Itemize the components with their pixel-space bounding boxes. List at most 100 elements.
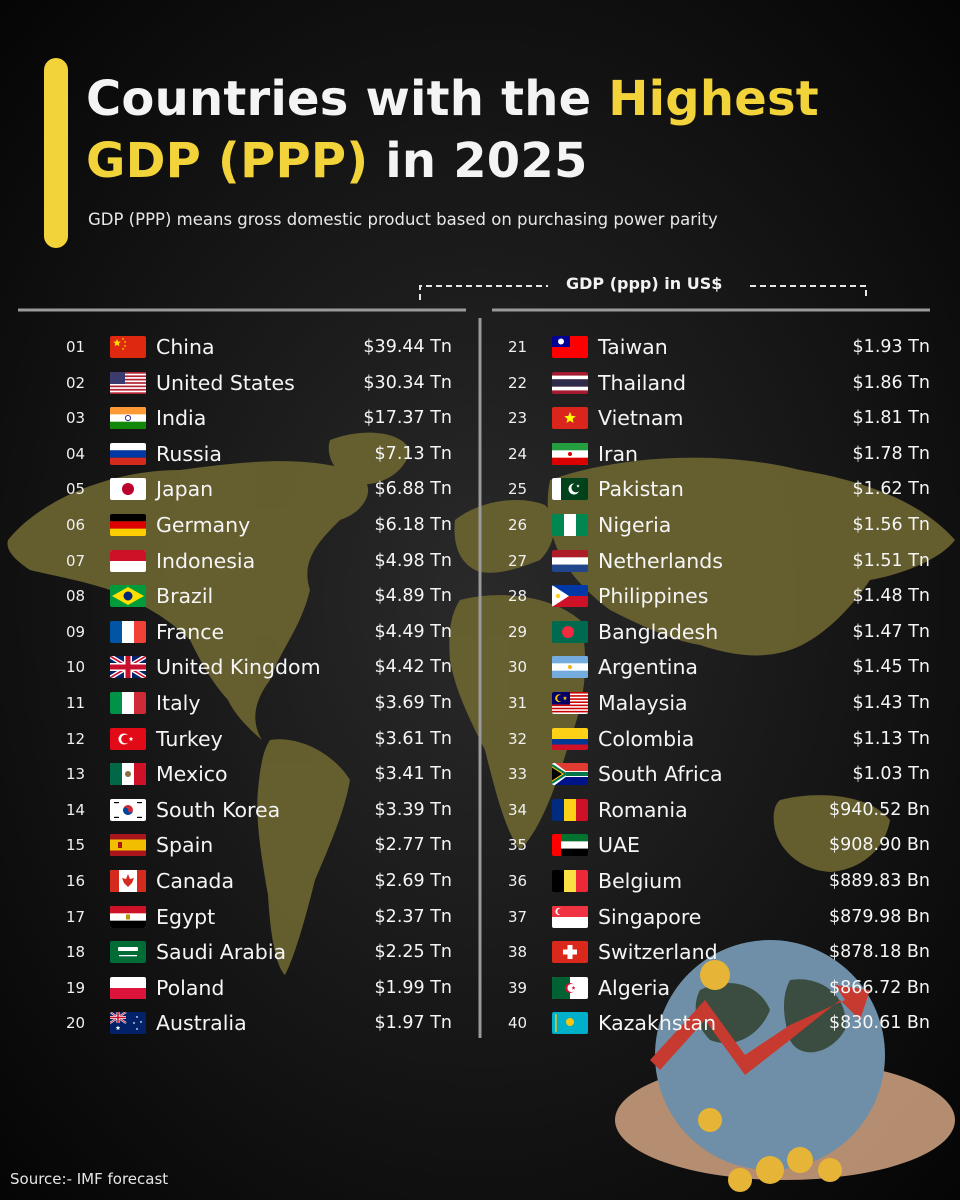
table-row: 08 Brazil $4.89 Tn [66,583,466,609]
gdp-value: $3.39 Tn [374,799,452,820]
south-america-shape [257,739,350,975]
table-row: 31 Malaysia $1.43 Tn [508,690,938,716]
flag-au-icon [110,1012,146,1035]
title-highlight-2: GDP (PPP) [86,133,369,189]
rank-number: 10 [66,658,86,677]
rank-number: 02 [66,373,86,392]
rank-number: 08 [66,587,86,606]
country-name: United Kingdom [156,655,321,680]
flag-us-icon [110,371,146,394]
rank-number: 23 [508,409,528,428]
flag-it-icon [110,692,146,714]
flag-sg-icon [552,905,588,928]
table-row: 05 Japan $6.88 Tn [66,476,466,502]
country-name: Brazil [156,584,214,609]
gdp-value: $6.18 Tn [374,515,452,535]
table-row: 20 Australia $1.97 Tn [66,1010,466,1036]
country-name: Belgium [598,869,683,893]
country-name: Philippines [598,584,709,609]
country-name: Spain [156,833,214,858]
gdp-value: $4.89 Tn [374,586,452,607]
rank-number: 01 [66,338,86,356]
flag-kz-icon [552,1012,588,1035]
gdp-value: $1.51 Tn [852,550,930,571]
table-row: 15 Spain $2.77 Tn [66,832,466,858]
country-name: Netherlands [598,548,723,573]
rank-number: 16 [66,872,86,890]
flag-pl-icon [110,976,146,999]
rank-number: 40 [508,1014,528,1033]
asia-shape [547,457,955,656]
rank-number: 31 [508,694,528,712]
flag-de-icon [110,514,146,536]
table-row: 06 Germany $6.18 Tn [66,512,466,538]
source-note: Source:- IMF forecast [10,1170,169,1188]
flag-mx-icon [110,763,146,786]
country-name: Singapore [598,904,702,929]
country-name: Japan [156,477,214,502]
gdp-value: $1.86 Tn [852,372,930,393]
flag-bd-icon [552,620,588,643]
world-map [7,432,955,975]
table-row: 33 South Africa $1.03 Tn [508,761,938,787]
gdp-value: $6.88 Tn [374,479,452,500]
country-name: Mexico [156,762,228,787]
country-name: Kazakhstan [598,1011,717,1036]
page-title: Countries with the Highest GDP (PPP) in 2… [86,68,886,192]
flag-tw-icon [552,336,588,358]
rank-number: 26 [508,516,528,534]
flag-cn-icon [110,336,146,358]
country-name: China [156,335,215,359]
table-row: 40 Kazakhstan $830.61 Bn [508,1010,938,1036]
gdp-value: $39.44 Tn [363,337,452,357]
rank-number: 24 [508,444,528,463]
flag-nl-icon [552,549,588,572]
table-row: 16 Canada $2.69 Tn [66,868,466,894]
gdp-value: $2.77 Tn [374,835,452,856]
rank-number: 14 [66,800,86,819]
country-name: Algeria [598,975,671,1000]
gdp-value: $940.52 Bn [828,799,930,820]
country-name: Nigeria [598,513,672,537]
table-row: 17 Egypt $2.37 Tn [66,904,466,930]
country-name: Switzerland [598,940,718,965]
flag-fr-icon [110,620,146,643]
gdp-value: $3.69 Tn [374,693,452,713]
flag-ru-icon [110,442,146,465]
gdp-value: $4.49 Tn [374,621,452,642]
country-name: Iran [598,441,639,466]
flag-ae-icon [552,834,588,857]
country-name: Malaysia [598,691,688,715]
rank-number: 19 [66,978,86,997]
rank-number: 25 [508,480,528,499]
rank-number: 32 [508,729,528,748]
country-name: United States [156,370,295,395]
rank-number: 04 [66,444,86,463]
table-row: 14 South Korea $3.39 Tn [66,797,466,823]
table-row: 23 Vietnam $1.81 Tn [508,405,938,431]
country-name: Turkey [156,726,223,751]
country-name: Taiwan [598,335,668,359]
ranking-column-left: 01 China $39.44 Tn 02 United States $30.34 Tn… [66,334,466,1054]
gdp-value: $1.45 Tn [852,657,930,678]
table-row: 04 Russia $7.13 Tn [66,441,466,467]
flag-ro-icon [552,798,588,821]
flag-id-icon [110,549,146,572]
flag-jp-icon [110,478,146,501]
country-name: Poland [156,975,225,1000]
table-row: 37 Singapore $879.98 Bn [508,904,938,930]
rank-number: 37 [508,907,528,926]
rank-number: 27 [508,551,528,570]
country-name: Pakistan [598,477,684,502]
rank-number: 34 [508,800,528,819]
flag-kr-icon [110,798,146,821]
gdp-value: $889.83 Bn [828,871,930,891]
greenland-shape [328,432,410,485]
title-highlight-1: Highest [608,71,819,127]
rank-number: 06 [66,516,86,534]
table-row: 21 Taiwan $1.93 Tn [508,334,938,360]
gdp-value: $2.37 Tn [374,906,452,927]
globe-hands-illustration [615,940,955,1192]
table-row: 03 India $17.37 Tn [66,405,466,431]
flag-vn-icon [552,407,588,430]
